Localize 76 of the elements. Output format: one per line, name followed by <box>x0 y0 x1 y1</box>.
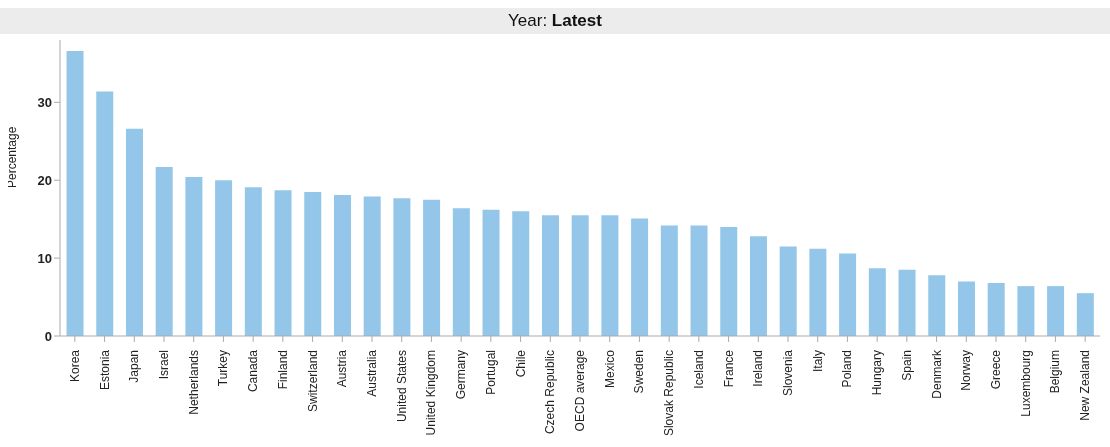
bar <box>541 215 559 336</box>
bar <box>452 208 470 336</box>
bar <box>304 191 322 336</box>
x-tick-label: Sweden <box>632 350 647 394</box>
bar <box>987 283 1005 336</box>
x-tick-label: Switzerland <box>305 350 320 413</box>
x-tick-label: Greece <box>989 349 1003 390</box>
x-tick-label: Slovak Republic <box>662 350 677 437</box>
bar <box>1017 286 1035 336</box>
bar <box>779 246 797 336</box>
x-tick-label: New Zealand <box>1078 350 1093 421</box>
x-tick-label: Canada <box>246 349 261 393</box>
bar <box>809 248 827 336</box>
bar <box>957 281 975 336</box>
x-tick-label: Netherlands <box>186 350 201 415</box>
x-tick-label: Australia <box>365 349 379 397</box>
bar <box>244 187 262 336</box>
x-tick-label: Estonia <box>97 349 112 391</box>
x-tick-label: Denmark <box>929 349 944 399</box>
x-tick-label: Hungary <box>870 350 885 396</box>
bar <box>928 275 946 336</box>
bar <box>868 268 886 336</box>
bar <box>96 91 114 336</box>
x-tick-label: OECD average <box>573 349 587 432</box>
y-tick-label: 10 <box>37 250 52 266</box>
bar <box>423 199 441 336</box>
bar <box>1076 293 1094 336</box>
bar <box>185 177 203 336</box>
y-tick-label: 20 <box>37 172 52 188</box>
x-tick-label: Chile <box>513 349 528 378</box>
y-tick-label: 0 <box>44 328 52 344</box>
bar <box>393 198 411 336</box>
x-tick-label: Norway <box>959 350 974 391</box>
bar <box>1047 286 1065 336</box>
x-tick-label: Slovenia <box>781 349 795 397</box>
x-tick-label: United Kingdom <box>424 350 439 436</box>
x-tick-label: Korea <box>67 349 82 383</box>
x-tick-label: United States <box>394 350 409 423</box>
y-tick-label: 30 <box>37 94 52 110</box>
bar <box>660 225 678 336</box>
x-tick-label: Italy <box>810 350 825 373</box>
y-axis-title: Percentage <box>5 126 20 188</box>
x-tick-label: Turkey <box>216 350 231 387</box>
x-tick-label: Japan <box>127 350 142 383</box>
bar <box>690 225 708 336</box>
x-tick-label: Poland <box>840 350 855 388</box>
bar <box>571 215 589 336</box>
bar <box>155 166 173 336</box>
bar <box>512 211 530 336</box>
x-tick-label: Portugal <box>483 350 498 395</box>
chart-title: Year: Latest <box>508 11 602 30</box>
x-tick-label: Luxembourg <box>1018 350 1033 417</box>
bar <box>482 209 500 336</box>
x-tick-label: France <box>721 349 736 388</box>
bar <box>898 269 916 336</box>
bar <box>839 253 857 336</box>
x-tick-label: Spain <box>899 350 914 381</box>
x-tick-label: Iceland <box>691 350 706 389</box>
bar <box>274 190 292 336</box>
bar <box>333 195 351 336</box>
x-tick-label: Finland <box>275 350 290 390</box>
bar <box>631 218 649 336</box>
x-tick-label: Belgium <box>1048 350 1063 394</box>
x-tick-label: Czech Republic <box>543 350 558 435</box>
bar <box>363 196 381 336</box>
x-tick-label: Germany <box>454 350 469 400</box>
x-tick-label: Israel <box>157 350 171 380</box>
bar <box>601 215 619 336</box>
bar <box>749 236 767 336</box>
x-tick-label: Mexico <box>602 349 617 389</box>
bar <box>125 128 143 336</box>
bar <box>720 226 738 336</box>
x-tick-label: Ireland <box>751 350 766 387</box>
bar <box>215 180 233 336</box>
bar <box>66 50 84 336</box>
x-tick-label: Austria <box>335 349 350 388</box>
